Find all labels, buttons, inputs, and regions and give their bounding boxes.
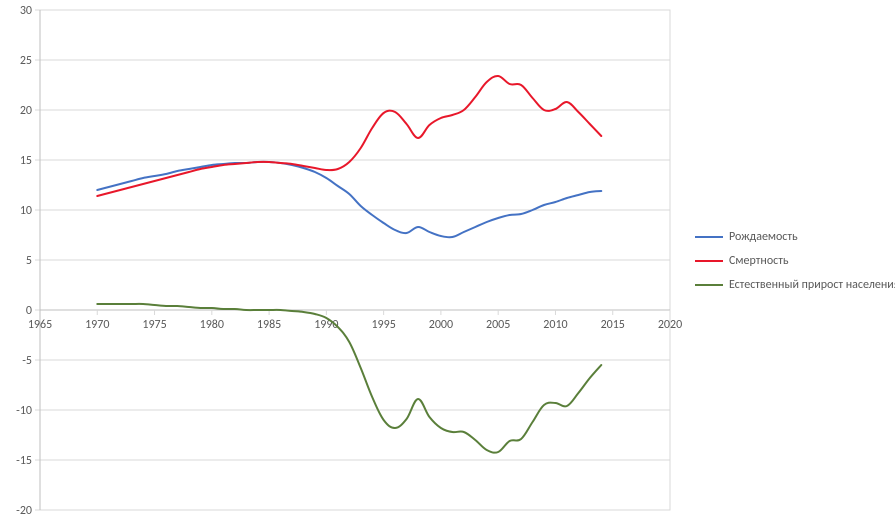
svg-text:-10: -10 <box>16 404 32 418</box>
legend-item-birth: Рождаемость <box>695 230 895 244</box>
legend-label-natural: Естественный прирост населения <box>729 278 895 292</box>
svg-text:-20: -20 <box>16 504 32 518</box>
legend-item-natural: Естественный прирост населения <box>695 278 895 292</box>
svg-text:2010: 2010 <box>543 318 567 332</box>
svg-text:30: 30 <box>20 4 32 18</box>
chart-legend: Рождаемость Смертность Естественный прир… <box>695 230 895 292</box>
svg-text:1985: 1985 <box>257 318 281 332</box>
demographics-line-chart: -20-15-10-505101520253019651970197519801… <box>0 0 895 520</box>
svg-text:5: 5 <box>26 254 32 268</box>
svg-text:1975: 1975 <box>142 318 166 332</box>
svg-text:20: 20 <box>20 104 32 118</box>
svg-text:1970: 1970 <box>85 318 109 332</box>
svg-text:25: 25 <box>20 54 32 68</box>
svg-text:1980: 1980 <box>200 318 224 332</box>
svg-text:2020: 2020 <box>658 318 682 332</box>
legend-item-death: Смертность <box>695 254 895 268</box>
legend-swatch-death <box>695 260 723 262</box>
legend-label-birth: Рождаемость <box>729 230 798 244</box>
legend-swatch-natural <box>695 284 723 286</box>
legend-swatch-birth <box>695 236 723 238</box>
svg-text:-5: -5 <box>22 354 32 368</box>
svg-text:2005: 2005 <box>486 318 510 332</box>
svg-text:1995: 1995 <box>371 318 395 332</box>
svg-text:-15: -15 <box>16 454 32 468</box>
svg-text:15: 15 <box>20 154 32 168</box>
svg-text:10: 10 <box>20 204 32 218</box>
legend-label-death: Смертность <box>729 254 789 268</box>
svg-text:2000: 2000 <box>429 318 453 332</box>
svg-text:0: 0 <box>26 304 32 318</box>
svg-text:2015: 2015 <box>601 318 625 332</box>
